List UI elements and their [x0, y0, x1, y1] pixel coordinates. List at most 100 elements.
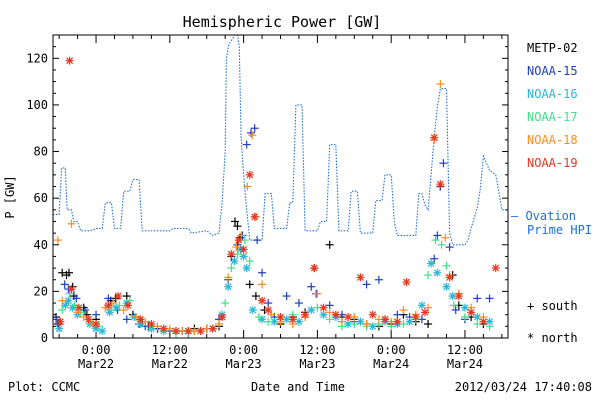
data-point-noaa-19 [84, 315, 93, 324]
data-point-noaa-16 [356, 317, 365, 326]
legend-item-ovation-line2: Prime HPI [527, 223, 592, 237]
y-tick-label: 60 [34, 191, 48, 205]
legend-item-noaa-18: NOAA-18 [527, 133, 578, 147]
data-point-noaa-19 [420, 308, 429, 317]
y-tick-label: 40 [34, 238, 48, 252]
data-point-noaa-16 [405, 317, 414, 326]
data-point-noaa-18 [267, 310, 276, 319]
data-point-noaa-17 [449, 301, 458, 310]
data-point-metp-02 [64, 268, 73, 277]
data-point-noaa-19 [258, 296, 267, 305]
data-point-noaa-16 [61, 301, 70, 310]
x-axis-label: Date and Time [251, 380, 345, 394]
legend-item-noaa-16: NOAA-16 [527, 87, 578, 101]
data-point-noaa-15 [264, 299, 273, 308]
data-point-noaa-18 [153, 322, 162, 331]
data-point-noaa-19 [301, 310, 310, 319]
data-point-noaa-19 [491, 264, 500, 273]
legend-item-ovation: — Ovation [511, 209, 576, 223]
data-point-noaa-18 [215, 320, 224, 329]
y-tick-label: 100 [26, 98, 48, 112]
data-point-noaa-17 [350, 320, 359, 329]
data-point-noaa-17 [460, 313, 469, 322]
data-point-noaa-19 [430, 133, 439, 142]
data-point-noaa-16 [448, 292, 457, 301]
x-tick-time-label: 12:00 [447, 343, 483, 357]
data-point-noaa-19 [171, 327, 180, 336]
data-point-noaa-19 [393, 317, 402, 326]
data-point-noaa-15 [451, 306, 460, 315]
data-point-noaa-16 [55, 324, 64, 333]
data-point-noaa-18 [224, 273, 233, 282]
data-point-noaa-19 [319, 303, 328, 312]
data-point-noaa-16 [239, 252, 248, 261]
data-point-noaa-15 [80, 306, 89, 315]
symbol-legend-south: + south [527, 299, 578, 313]
data-point-noaa-17 [107, 306, 116, 315]
x-tick-time-label: 0:00 [229, 343, 258, 357]
data-point-noaa-19 [381, 315, 390, 324]
data-point-noaa-19 [344, 313, 353, 322]
data-point-noaa-18 [58, 296, 67, 305]
data-point-noaa-15 [242, 140, 251, 149]
x-tick-date-label: Mar23 [226, 357, 262, 371]
x-tick-time-label: 0:00 [82, 343, 111, 357]
data-point-noaa-17 [264, 317, 273, 326]
data-point-noaa-17 [115, 301, 124, 310]
data-point-noaa-15 [72, 294, 81, 303]
data-point-noaa-19 [65, 56, 74, 65]
data-point-noaa-17 [227, 264, 236, 273]
data-point-noaa-15 [60, 280, 69, 289]
data-point-metp-02 [424, 320, 433, 329]
data-point-noaa-15 [294, 299, 303, 308]
data-point-noaa-19 [147, 320, 156, 329]
data-point-noaa-18 [67, 219, 76, 228]
data-point-metp-02 [231, 217, 239, 226]
data-point-noaa-19 [288, 315, 297, 324]
footer-timestamp: 2012/03/24 17:40:08 [455, 380, 592, 394]
data-point-noaa-15 [362, 280, 371, 289]
data-point-noaa-16 [248, 306, 257, 315]
footer-plot-source: Plot: CCMC [8, 380, 80, 394]
data-point-noaa-17 [245, 257, 254, 266]
legend-item-noaa-19: NOAA-19 [527, 156, 578, 170]
legend-item-noaa-15: NOAA-15 [527, 64, 578, 78]
chart-title: Hemispheric Power [GW] [183, 13, 382, 31]
data-point-noaa-15 [258, 268, 267, 277]
data-point-noaa-17 [58, 306, 67, 315]
data-point-noaa-16 [230, 257, 239, 266]
x-tick-date-label: Mar24 [447, 357, 483, 371]
data-point-noaa-19 [467, 308, 476, 317]
data-point-metp-02 [245, 280, 254, 289]
data-point-noaa-16 [242, 264, 251, 273]
data-point-noaa-15 [307, 282, 316, 291]
data-point-noaa-19 [234, 236, 243, 245]
data-point-noaa-15 [439, 159, 448, 168]
legend-item-metp-02: METP-02 [527, 41, 578, 55]
data-point-metp-02 [251, 292, 260, 301]
data-point-noaa-17 [431, 236, 440, 245]
data-point-noaa-19 [310, 264, 319, 273]
data-point-noaa-19 [227, 250, 236, 259]
legend-item-noaa-17: NOAA-17 [527, 110, 578, 124]
data-point-noaa-16 [64, 296, 73, 305]
data-point-noaa-15 [104, 294, 113, 303]
symbol-legend: + south * north [527, 299, 578, 345]
data-point-noaa-15 [250, 124, 259, 133]
y-tick-label: 20 [34, 284, 48, 298]
data-point-noaa-15 [485, 294, 494, 303]
data-point-noaa-17 [325, 315, 334, 324]
data-point-noaa-15 [282, 292, 291, 301]
y-tick-label: 80 [34, 145, 48, 159]
data-point-noaa-18 [243, 182, 252, 191]
y-tick-label: 120 [26, 51, 48, 65]
data-point-metp-02 [325, 240, 334, 249]
data-point-noaa-16 [417, 301, 426, 310]
data-point-noaa-18 [258, 280, 267, 289]
data-point-noaa-18 [436, 79, 445, 88]
data-point-noaa-15 [122, 315, 131, 324]
data-point-noaa-18 [399, 306, 408, 315]
data-point-noaa-16 [224, 282, 233, 291]
data-point-noaa-19 [331, 310, 340, 319]
data-point-noaa-19 [104, 301, 113, 310]
